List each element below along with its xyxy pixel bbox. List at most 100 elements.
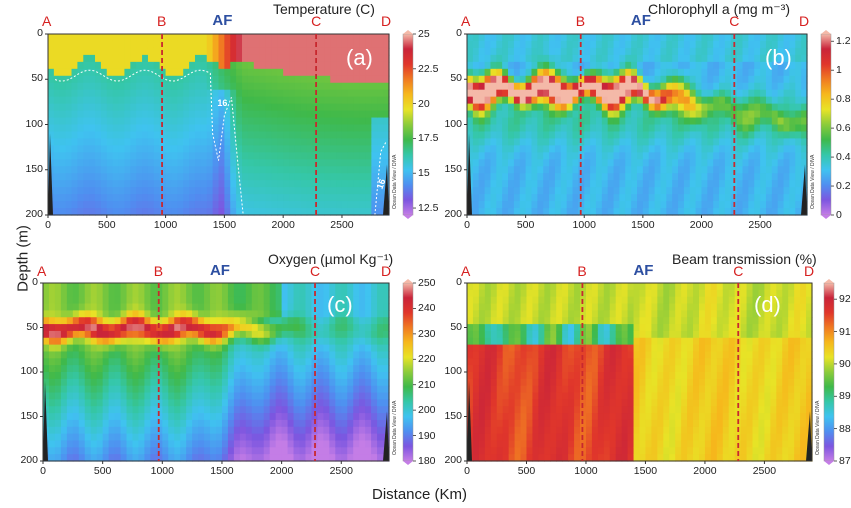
heatmap-cell: [218, 124, 225, 133]
heatmap-cell: [359, 392, 366, 400]
heatmap-cell: [713, 201, 720, 209]
heatmap-cell: [666, 68, 673, 77]
heatmap-cell: [502, 406, 510, 414]
heatmap-cell: [472, 187, 480, 195]
heatmap-cell: [65, 187, 73, 195]
heatmap-cell: [236, 96, 243, 105]
heatmap-cell: [590, 194, 597, 202]
heatmap-cell: [654, 187, 662, 195]
heatmap-cell: [132, 413, 140, 421]
heatmap-cell: [66, 454, 74, 462]
heatmap-cell: [147, 166, 155, 174]
heatmap-cell: [168, 283, 175, 291]
heatmap-cell: [287, 303, 295, 311]
heatmap-cell: [192, 324, 199, 332]
heatmap-cell: [748, 166, 755, 174]
heatmap-cell: [736, 208, 744, 216]
heatmap-cell: [294, 34, 302, 42]
heatmap-cell: [112, 208, 120, 216]
heatmap-cell: [259, 117, 267, 126]
heatmap-cell: [212, 124, 220, 133]
heatmap-cell: [165, 166, 173, 174]
heatmap-cell: [233, 344, 241, 353]
heatmap-cell: [78, 406, 86, 414]
heatmap-cell: [335, 289, 342, 298]
heatmap-cell: [467, 324, 474, 332]
heatmap-cell: [371, 440, 378, 448]
heatmap-cell: [224, 124, 231, 133]
heatmap-cell: [566, 68, 574, 77]
heatmap-cell: [200, 194, 208, 202]
heatmap-cell: [126, 392, 134, 400]
heatmap-cell: [472, 358, 480, 366]
heatmap-cell: [259, 138, 267, 146]
heatmap-cell: [180, 296, 187, 305]
heatmap-cell: [508, 372, 516, 380]
heatmap-cell: [95, 82, 102, 91]
heatmap-cell: [156, 365, 163, 373]
heatmap-cell: [324, 47, 331, 56]
heatmap-cell: [377, 372, 384, 380]
heatmap-cell: [206, 138, 214, 146]
heatmap-cell: [194, 124, 202, 133]
heatmap-cell: [572, 138, 579, 146]
heatmap-cell: [212, 75, 220, 84]
heatmap-cell: [300, 201, 308, 209]
heatmap-cell: [218, 131, 225, 140]
heatmap-cell: [347, 344, 354, 353]
heatmap-cell: [701, 61, 708, 70]
heatmap-cell: [230, 61, 237, 70]
heatmap-cell: [271, 124, 278, 133]
heatmap-cell: [294, 96, 302, 105]
heatmap-cell: [472, 296, 480, 305]
heatmap-cell: [514, 289, 522, 298]
heatmap-cell: [371, 173, 378, 181]
heatmap-cell: [206, 166, 214, 174]
heatmap-cell: [353, 166, 361, 174]
heatmap-cell: [126, 426, 134, 435]
heatmap-cell: [233, 447, 241, 455]
heatmap-cell: [467, 96, 474, 105]
heatmap-cell: [204, 426, 211, 435]
heatmap-cell: [347, 337, 354, 346]
heatmap-cell: [572, 103, 579, 112]
heatmap-cell: [194, 173, 202, 181]
heatmap-cell: [89, 124, 96, 133]
heatmap-cell: [183, 166, 190, 174]
heatmap-cell: [257, 365, 265, 373]
heatmap-cell: [601, 96, 609, 105]
heatmap-cell: [335, 378, 342, 387]
heatmap-cell: [719, 54, 726, 63]
heatmap-cell: [147, 96, 155, 105]
heatmap-cell: [84, 433, 92, 442]
heatmap-cell: [707, 61, 714, 70]
heatmap-cell: [777, 54, 785, 63]
heatmap-cell: [365, 159, 372, 167]
heatmap-cell: [748, 103, 755, 112]
heatmap-cell: [502, 337, 510, 346]
heatmap-cell: [300, 138, 308, 146]
heatmap-cell: [607, 187, 615, 195]
heatmap-cell: [216, 378, 223, 387]
heatmap-cell: [294, 187, 302, 195]
heatmap-cell: [478, 399, 486, 407]
heatmap-cell: [683, 117, 691, 126]
heatmap-cell: [526, 310, 534, 318]
heatmap-cell: [71, 208, 78, 216]
heatmap-cell: [341, 351, 348, 359]
heatmap-cell: [519, 54, 527, 63]
heatmap-cell: [300, 194, 308, 202]
heatmap-cell: [89, 68, 96, 77]
heatmap-cell: [138, 406, 146, 414]
heatmap-cell: [126, 324, 134, 332]
heatmap-cell: [713, 61, 720, 70]
heatmap-cell: [153, 208, 161, 216]
heatmap-cell: [317, 426, 324, 435]
heatmap-cell: [120, 447, 128, 455]
heatmap-cell: [281, 433, 289, 442]
heatmap-cell: [654, 54, 662, 63]
heatmap-cell: [53, 47, 61, 56]
heatmap-cell: [365, 283, 372, 291]
heatmap-cell: [526, 330, 534, 339]
heatmap-cell: [748, 201, 755, 209]
